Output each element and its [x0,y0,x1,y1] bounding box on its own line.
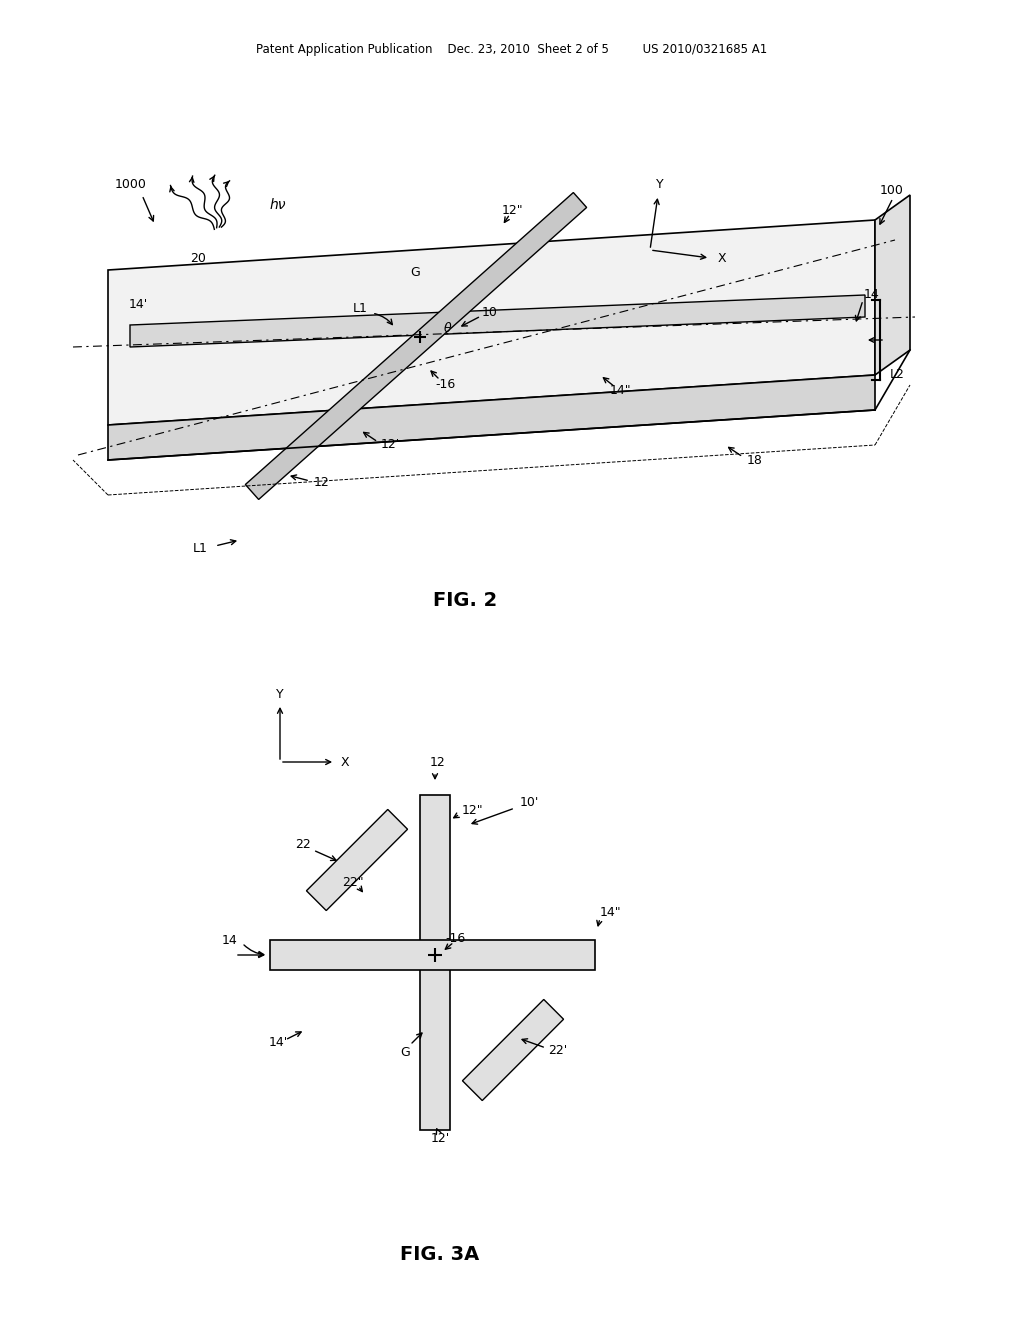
Text: G: G [400,1045,410,1059]
Text: 14: 14 [222,933,238,946]
Text: FIG. 3A: FIG. 3A [400,1246,479,1265]
Text: 22: 22 [295,838,311,851]
Text: 14: 14 [864,289,880,301]
Text: 100: 100 [880,183,904,197]
Text: L1: L1 [352,301,368,314]
Text: 1000: 1000 [115,178,146,191]
Text: hν: hν [269,198,287,213]
Text: 12: 12 [430,755,445,768]
Text: 12": 12" [462,804,483,817]
Text: Y: Y [656,178,664,191]
Text: 10': 10' [520,796,540,809]
Polygon shape [246,193,587,499]
Text: 22': 22' [549,1044,567,1056]
Text: Y: Y [276,688,284,701]
Text: 12": 12" [501,203,523,216]
Polygon shape [463,999,563,1101]
Text: θ: θ [444,322,452,334]
Polygon shape [306,809,408,911]
Polygon shape [108,375,874,459]
Text: 12': 12' [430,1131,450,1144]
Polygon shape [874,195,910,375]
Text: -16: -16 [445,932,466,945]
Text: 10: 10 [482,305,498,318]
Text: -16: -16 [435,379,455,392]
Text: 14': 14' [128,298,147,312]
Text: FIG. 2: FIG. 2 [433,590,497,610]
Polygon shape [130,294,865,347]
Text: 14": 14" [600,907,622,920]
Text: 20: 20 [190,252,206,264]
Text: 12': 12' [380,438,399,451]
Polygon shape [108,220,874,425]
Text: Patent Application Publication    Dec. 23, 2010  Sheet 2 of 5         US 2010/03: Patent Application Publication Dec. 23, … [256,44,768,57]
Text: 14': 14' [268,1035,288,1048]
Text: G: G [411,265,420,279]
Text: 14": 14" [609,384,631,396]
Text: L2: L2 [890,368,904,381]
Text: 12: 12 [314,477,330,490]
Text: 18: 18 [748,454,763,466]
Bar [270,940,595,970]
Text: 22": 22" [342,875,364,888]
Text: L1: L1 [193,541,208,554]
Text: X: X [718,252,726,264]
Text: X: X [341,755,349,768]
Bar [420,795,450,1130]
